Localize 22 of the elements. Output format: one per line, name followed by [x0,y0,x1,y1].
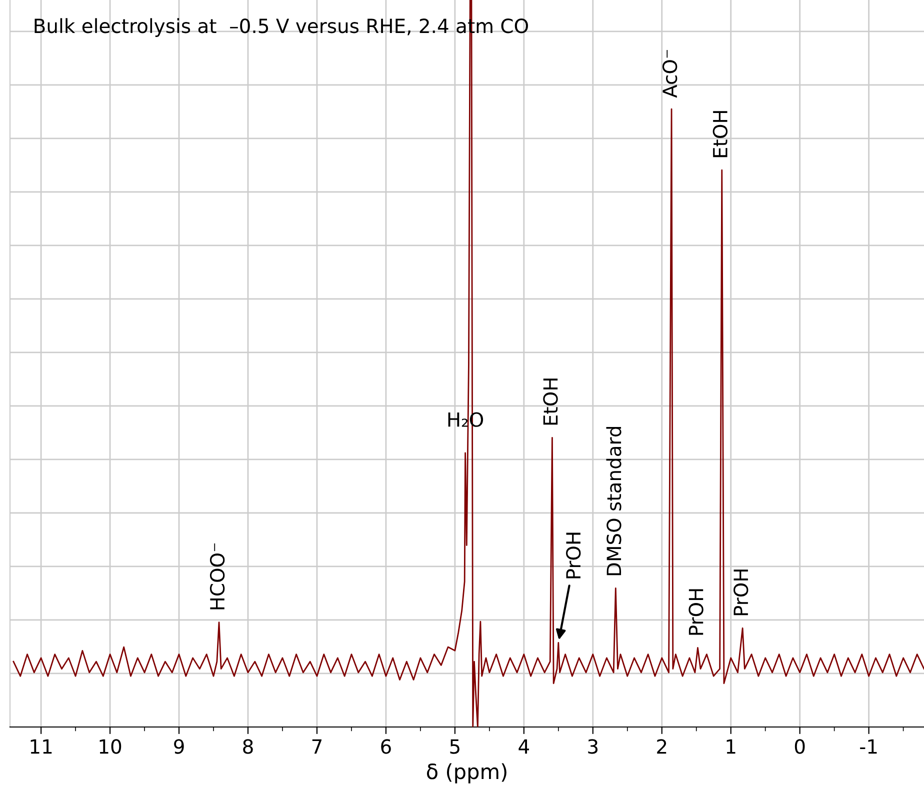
annotation: EtOH [712,111,728,158]
x-tick-label: 6 [381,739,391,754]
x-tick-label: 4 [518,739,530,754]
annotation: PrOH [566,532,581,578]
annotation: PrOH [734,570,748,616]
x-tick-label: 7 [312,739,322,754]
x-tick-label: 10 [100,739,122,754]
x-tick-label: -1 [860,739,877,754]
x-tick-label: 0 [794,739,805,754]
annotation: AcO⁻ [662,50,678,98]
annotation: DMSO standard [606,426,622,576]
x-tick-label: 5 [450,739,460,754]
annotation: HCOO⁻ [210,543,225,610]
x-tick-label: 1 [726,739,736,754]
x-tick-label: 8 [243,739,253,754]
x-tick-label: 9 [174,739,184,754]
x-tick-label: 2 [657,739,666,754]
x-axis-title: δ (ppm) [426,763,506,784]
x-tick-label: 3 [588,739,598,754]
annotation: PrOH [688,589,704,635]
annotation: EtOH [543,378,558,425]
x-tick-label: 11 [30,739,52,754]
